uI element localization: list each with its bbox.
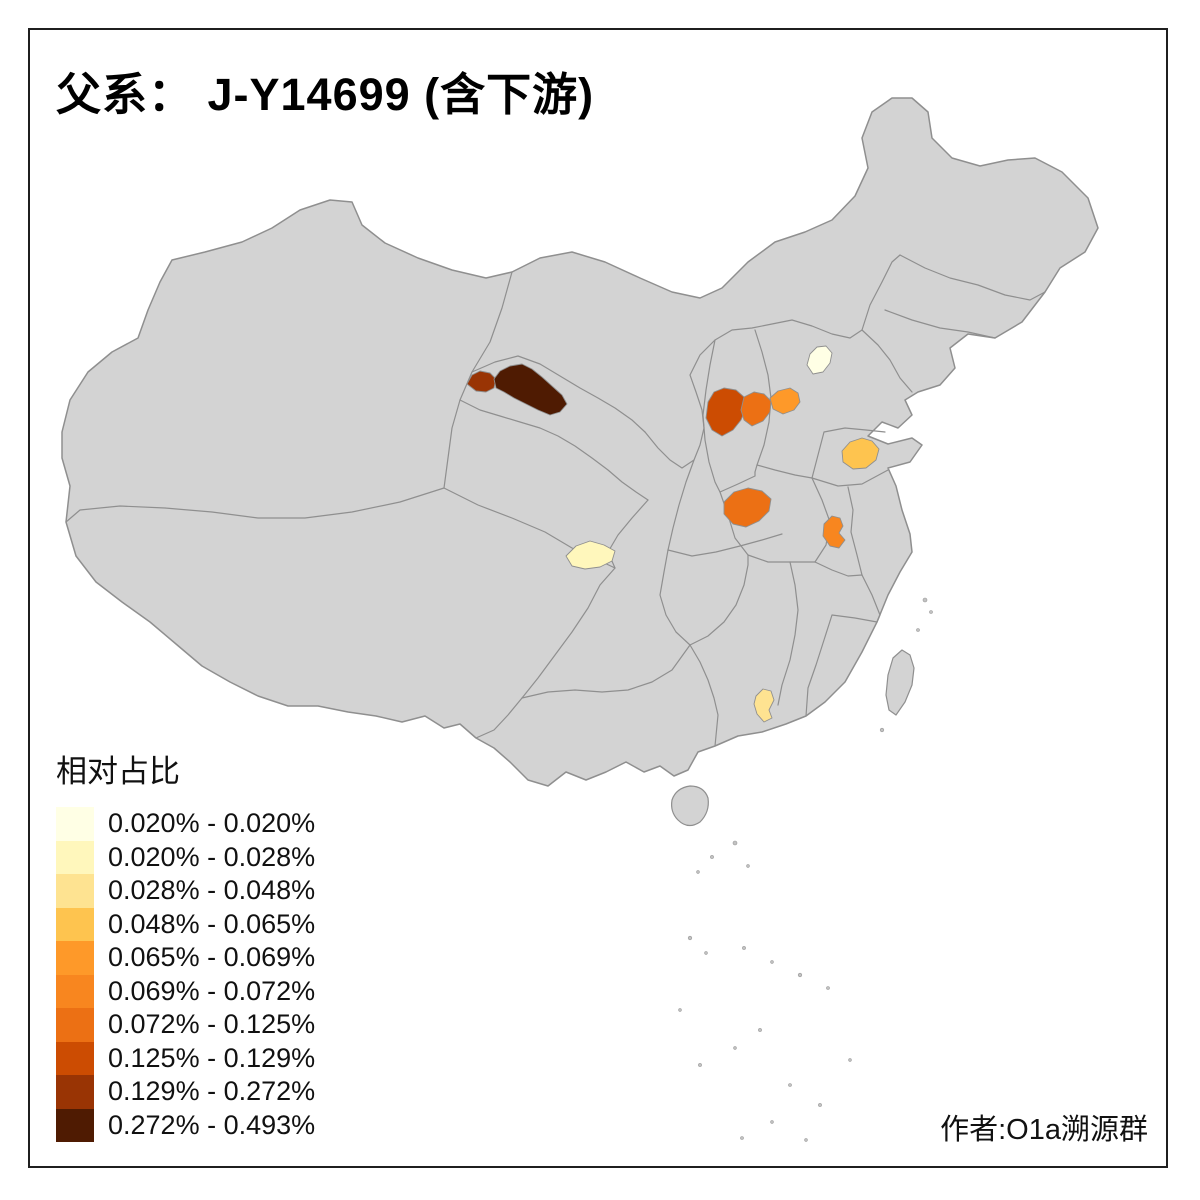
legend-title: 相对占比	[56, 754, 180, 789]
legend-class-label: 0.129% - 0.272%	[108, 1076, 316, 1107]
region-hebei-central	[769, 387, 801, 415]
region-shaanxi-guanzhong	[723, 487, 772, 528]
legend-color-swatch	[56, 840, 94, 874]
hainan-island	[671, 785, 709, 827]
legend-color-swatch	[56, 1075, 94, 1109]
legend-class-label: 0.072% - 0.125%	[108, 1009, 316, 1040]
province-borders	[65, 254, 1046, 747]
region-shandong-central	[841, 437, 880, 470]
legend-row: 0.020% - 0.020%	[56, 807, 315, 841]
legend-row: 0.072% - 0.125%	[56, 1008, 315, 1042]
region-sichuan-chengdu	[565, 540, 616, 570]
legend-color-swatch	[56, 1108, 94, 1142]
region-anhui-central	[822, 515, 846, 549]
islands	[671, 649, 915, 827]
legend-class-label: 0.125% - 0.129%	[108, 1042, 316, 1073]
china-landmass	[61, 97, 1099, 787]
legend-color-swatch	[56, 807, 94, 841]
region-guangdong-pearl	[753, 688, 775, 723]
credit-text: 作者:O1a溯源群	[940, 1114, 1148, 1146]
legend-class-label: 0.069% - 0.072%	[108, 975, 316, 1006]
page-title: 父系： J-Y14699 (含下游)	[56, 69, 595, 120]
legend-row: 0.065% - 0.069%	[56, 941, 315, 975]
legend-row: 0.272% - 0.493%	[56, 1108, 316, 1142]
legend-color-swatch	[56, 974, 94, 1008]
highlighted-regions	[466, 345, 880, 723]
legend-class-label: 0.020% - 0.020%	[108, 808, 316, 839]
legend-class-label: 0.065% - 0.069%	[108, 942, 316, 973]
legend-row: 0.069% - 0.072%	[56, 974, 316, 1008]
legend-row: 0.020% - 0.028%	[56, 840, 316, 874]
region-beijing	[806, 345, 833, 375]
legend-color-swatch	[56, 1041, 94, 1075]
legend-class-label: 0.028% - 0.048%	[108, 875, 316, 906]
region-shanxi-east	[740, 391, 772, 427]
legend-color-swatch	[56, 1008, 94, 1042]
legend: 相对占比 0.020% - 0.020% 0.020% - 0.028% 0.028…	[56, 746, 315, 1142]
legend-row: 0.028% - 0.048%	[56, 874, 315, 908]
taiwan-island	[885, 649, 915, 716]
legend-row: 0.048% - 0.065%	[56, 907, 316, 941]
legend-class-label: 0.020% - 0.028%	[108, 841, 316, 872]
legend-row: 0.125% - 0.129%	[56, 1041, 316, 1075]
region-gansu-hexi-main	[493, 363, 568, 416]
legend-class-label: 0.272% - 0.493%	[108, 1109, 316, 1140]
legend-color-swatch	[56, 941, 94, 975]
legend-rows: 0.020% - 0.020% 0.020% - 0.028% 0.028% - 0…	[56, 807, 315, 1142]
legend-class-label: 0.048% - 0.065%	[108, 908, 316, 939]
south-china-sea-islands	[678, 597, 933, 1142]
legend-row: 0.129% - 0.272%	[56, 1075, 315, 1109]
legend-color-swatch	[56, 874, 94, 908]
legend-color-swatch	[56, 907, 94, 941]
